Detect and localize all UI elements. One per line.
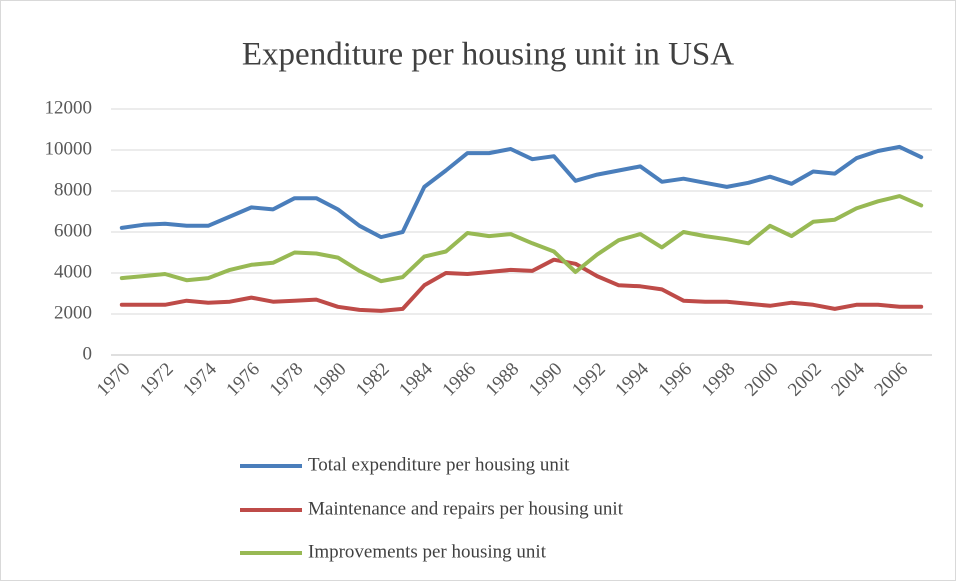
y-tick-label: 4000: [54, 261, 92, 282]
y-tick-label: 2000: [54, 302, 92, 323]
chart-title: Expenditure per housing unit in USA: [242, 37, 734, 73]
y-tick-label: 12000: [45, 97, 93, 118]
y-tick-label: 10000: [45, 138, 93, 159]
series-line: [119, 144, 924, 240]
series-line: [119, 194, 924, 284]
series-line: [119, 257, 924, 313]
legend-label: Improvements per housing unit: [308, 541, 547, 562]
y-tick-label: 8000: [54, 179, 92, 200]
legend-label: Maintenance and repairs per housing unit: [308, 498, 624, 519]
legend-label: Total expenditure per housing unit: [308, 454, 570, 475]
y-tick-label: 0: [83, 343, 93, 364]
y-tick-label: 6000: [54, 220, 92, 241]
